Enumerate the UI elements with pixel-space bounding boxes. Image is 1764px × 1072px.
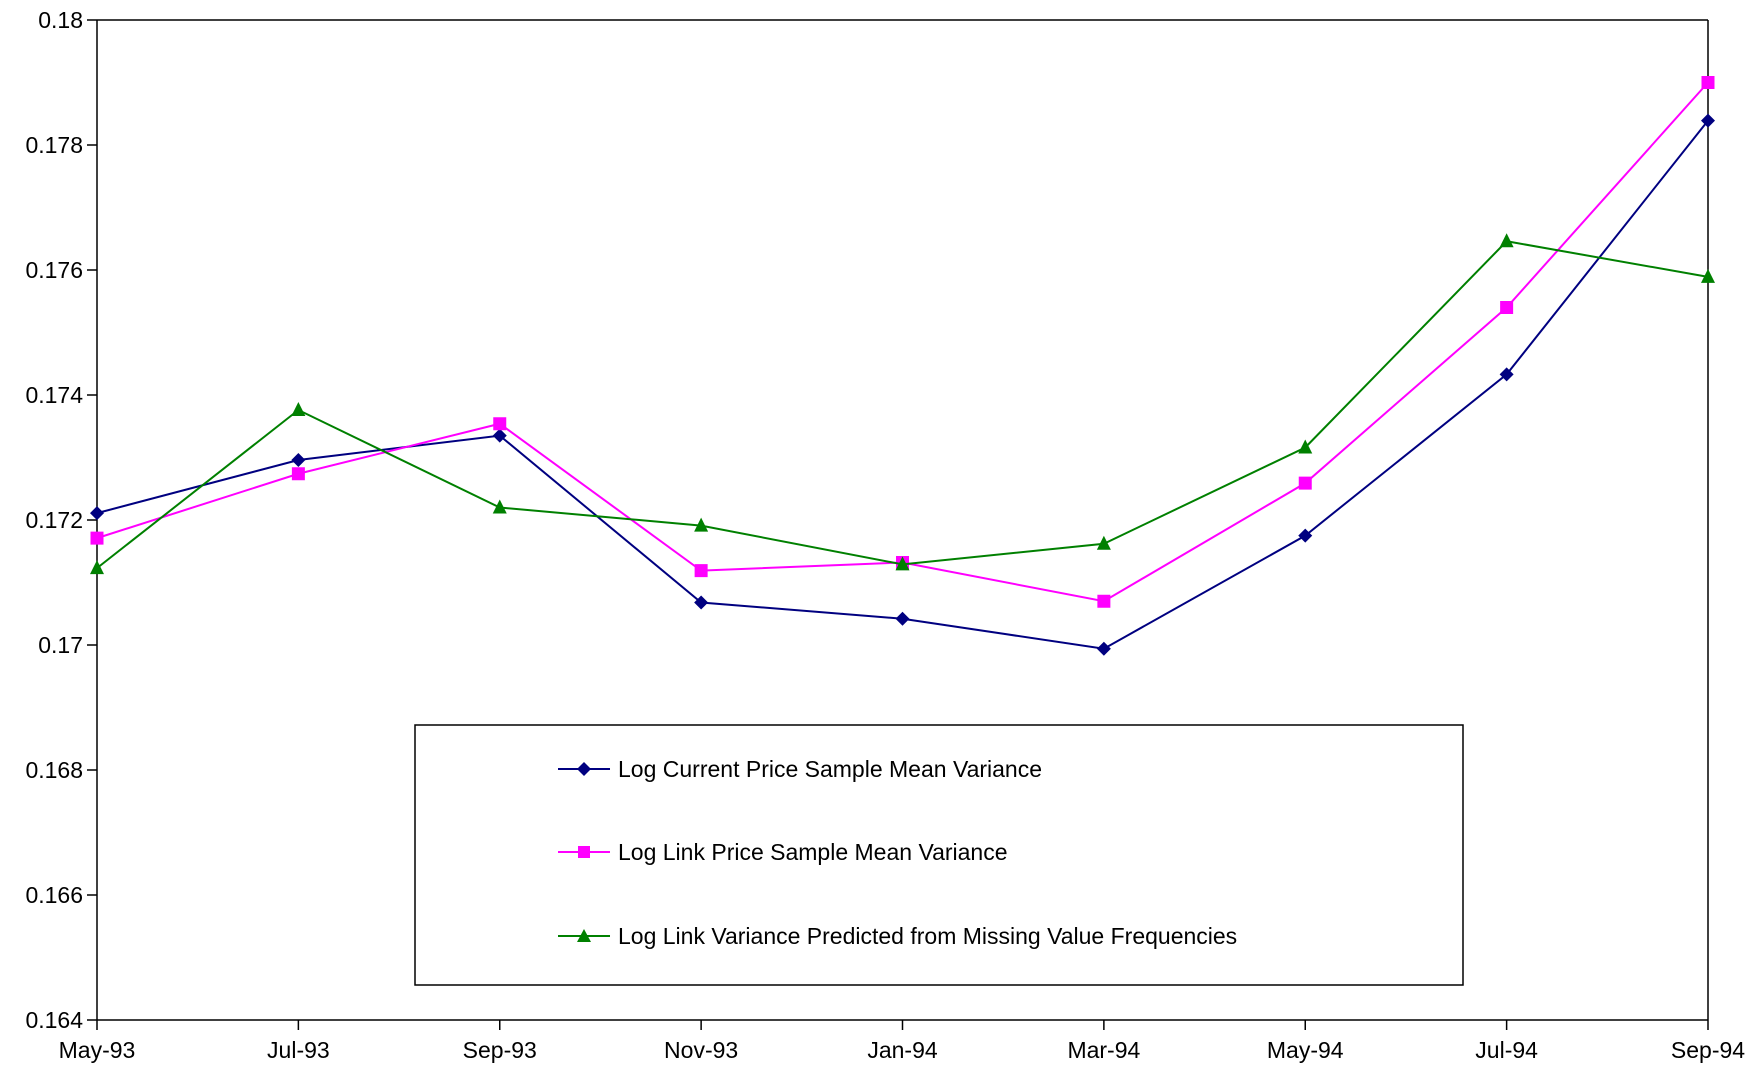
legend-label-predicted: Log Link Variance Predicted from Missing… <box>618 923 1237 949</box>
data-point-diamond <box>291 453 306 467</box>
y-tick-label: 0.178 <box>25 132 83 158</box>
legend-entry-link-price: Log Link Price Sample Mean Variance <box>558 839 1008 865</box>
x-tick-label: Sep-94 <box>1671 1037 1745 1063</box>
data-point-diamond <box>694 595 709 610</box>
x-tick-label: Mar-94 <box>1067 1037 1140 1063</box>
data-point-diamond <box>1096 641 1111 656</box>
x-tick-label: Jul-94 <box>1475 1037 1538 1063</box>
series-line <box>96 81 1709 603</box>
x-tick-label: Jan-94 <box>867 1037 938 1063</box>
data-point-triangle <box>1701 268 1715 283</box>
y-tick-label: 0.18 <box>38 7 83 33</box>
data-point-diamond <box>492 428 507 443</box>
data-point-square <box>90 531 104 545</box>
series-3 <box>90 233 1715 575</box>
series-line <box>96 240 1709 569</box>
x-axis-ticks: May-93 Jul-93 Sep-93 Nov-93 Jan-94 Mar-94 May-… <box>59 1020 1745 1063</box>
data-point-diamond <box>1701 113 1715 128</box>
y-tick-label: 0.166 <box>25 882 83 908</box>
data-point-triangle <box>90 560 104 575</box>
data-point-triangle <box>492 499 507 514</box>
x-tick-label: Jul-93 <box>267 1037 330 1063</box>
data-point-square <box>1701 76 1715 89</box>
data-point-square <box>493 417 507 431</box>
series-1 <box>90 113 1715 656</box>
data-point-square <box>1298 476 1312 490</box>
data-point-diamond <box>1499 367 1514 382</box>
data-point-square <box>694 564 708 578</box>
series-layer <box>90 76 1715 656</box>
y-tick-label: 0.176 <box>25 257 83 283</box>
data-point-square <box>291 467 305 481</box>
x-tick-label: Nov-93 <box>664 1037 738 1063</box>
data-point-triangle <box>1298 439 1313 454</box>
y-tick-label: 0.172 <box>25 507 83 533</box>
y-tick-label: 0.168 <box>25 757 83 783</box>
y-tick-label: 0.174 <box>25 382 83 408</box>
y-tick-label: 0.17 <box>38 632 83 658</box>
data-point-triangle <box>1096 535 1111 550</box>
data-point-triangle <box>895 556 910 571</box>
x-tick-label: Sep-93 <box>463 1037 537 1063</box>
data-point-square <box>1097 594 1111 608</box>
data-point-triangle <box>291 402 306 416</box>
legend-marker-triangle <box>577 929 591 942</box>
legend-entry-predicted: Log Link Variance Predicted from Missing… <box>558 923 1237 949</box>
x-tick-label: May-93 <box>59 1037 136 1063</box>
legend-entry-current-price: Log Current Price Sample Mean Variance <box>558 756 1042 782</box>
legend: Log Current Price Sample Mean Variance L… <box>414 724 1464 986</box>
data-point-square <box>1500 301 1514 314</box>
data-point-diamond <box>1298 528 1313 543</box>
legend-label-link-price: Log Link Price Sample Mean Variance <box>618 839 1008 865</box>
data-point-triangle <box>1499 233 1514 248</box>
x-tick-label: May-94 <box>1267 1037 1344 1063</box>
legend-marker-diamond <box>577 762 591 776</box>
legend-label-current-price: Log Current Price Sample Mean Variance <box>618 756 1042 782</box>
legend-marker-square <box>578 846 590 858</box>
data-point-diamond <box>90 506 104 521</box>
data-point-triangle <box>694 517 709 532</box>
y-tick-label: 0.164 <box>25 1007 83 1033</box>
data-point-diamond <box>895 611 910 626</box>
y-axis-ticks: 0.164 0.166 0.168 0.17 0.172 0.174 0.176 0.178 0… <box>25 7 97 1033</box>
series-2 <box>90 76 1715 608</box>
